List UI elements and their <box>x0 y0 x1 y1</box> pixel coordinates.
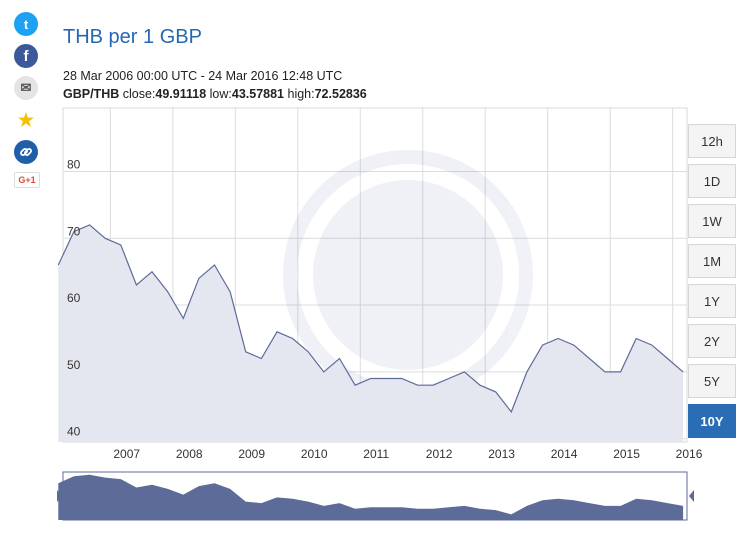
quote-stats: GBP/THB close:49.91118 low:43.57881 high… <box>63 87 367 101</box>
navigator-area <box>58 474 684 520</box>
x-tick-label: 2009 <box>238 447 265 461</box>
y-tick-label: 50 <box>67 358 81 372</box>
y-tick-label: 70 <box>67 224 81 238</box>
range-button-10y[interactable]: 10Y <box>688 404 736 438</box>
google-plus-icon[interactable]: G+1 <box>14 172 40 188</box>
watermark-logo <box>283 150 533 400</box>
x-tick-label: 2008 <box>176 447 203 461</box>
range-button-1m[interactable]: 1M <box>688 244 736 278</box>
range-button-5y[interactable]: 5Y <box>688 364 736 398</box>
low-label: low: <box>209 87 232 101</box>
x-tick-label: 2016 <box>676 447 703 461</box>
x-tick-label: 2014 <box>551 447 578 461</box>
range-button-1y[interactable]: 1Y <box>688 284 736 318</box>
share-bar: t f ✉ ★ G+1 <box>14 12 40 196</box>
y-tick-label: 60 <box>67 291 81 305</box>
high-value: 72.52836 <box>314 87 367 101</box>
facebook-icon[interactable]: f <box>14 44 38 68</box>
range-button-2y[interactable]: 2Y <box>688 324 736 358</box>
close-label: close: <box>122 87 156 101</box>
pair-label: GBP/THB <box>63 87 120 101</box>
x-tick-label: 2007 <box>113 447 140 461</box>
star-icon[interactable]: ★ <box>14 108 38 132</box>
x-tick-label: 2015 <box>613 447 640 461</box>
x-tick-label: 2013 <box>488 447 515 461</box>
range-button-1w[interactable]: 1W <box>688 204 736 238</box>
x-tick-label: 2011 <box>363 447 389 461</box>
mail-icon[interactable]: ✉ <box>14 76 38 100</box>
x-tick-label: 2010 <box>301 447 328 461</box>
y-tick-labels: 40 50 60 70 80 <box>67 157 81 438</box>
range-button-12h[interactable]: 12h <box>688 124 736 158</box>
y-tick-label: 80 <box>67 157 81 171</box>
link-icon[interactable] <box>14 140 38 164</box>
link-glyph <box>20 148 32 156</box>
y-tick-label: 40 <box>67 425 81 439</box>
area-fill <box>58 224 684 442</box>
twitter-icon[interactable]: t <box>14 12 38 36</box>
high-label: high: <box>287 87 315 101</box>
date-range: 28 Mar 2006 00:00 UTC - 24 Mar 2016 12:4… <box>63 69 343 83</box>
navigator-left-handle[interactable] <box>57 490 62 502</box>
x-tick-label: 2012 <box>426 447 453 461</box>
low-value: 43.57881 <box>231 87 285 101</box>
series-line <box>57 224 684 414</box>
chart-title: THB per 1 GBP <box>63 26 202 48</box>
navigator-right-handle[interactable] <box>689 490 694 502</box>
close-value: 49.91118 <box>155 87 207 101</box>
range-button-1d[interactable]: 1D <box>688 164 736 198</box>
x-tick-labels: 2007 2008 2009 2010 2011 2012 2013 2014 2015 2016 <box>113 447 702 461</box>
